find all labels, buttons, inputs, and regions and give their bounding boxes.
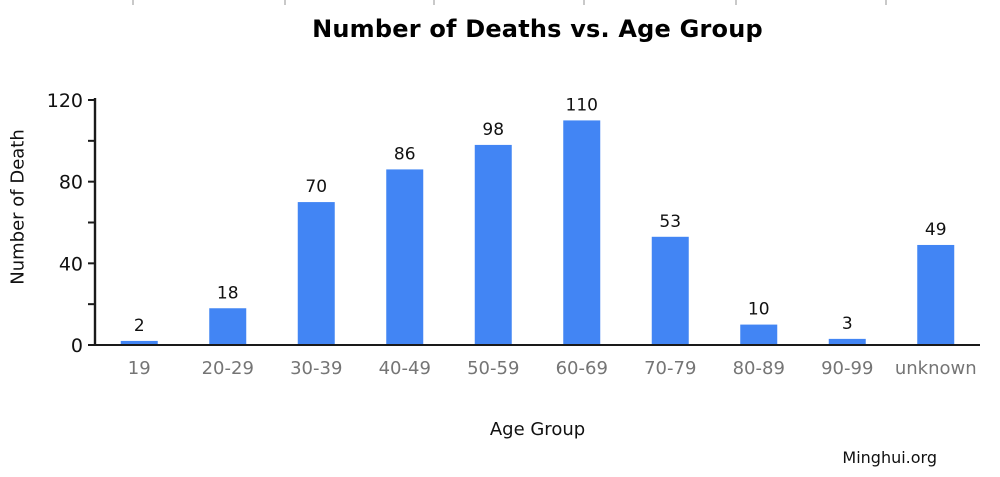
x-category-label: 30-39 [290, 358, 342, 379]
bar [651, 236, 689, 345]
bar-value-label: 18 [217, 283, 239, 303]
bar [209, 308, 247, 345]
bar [917, 244, 955, 345]
bar-value-label: 110 [566, 95, 598, 115]
x-category-label: 50-59 [467, 358, 519, 379]
y-tick-label: 80 [59, 172, 83, 194]
x-category-label: unknown [895, 358, 977, 379]
x-category-label: 20-29 [202, 358, 254, 379]
x-category-label: 70-79 [644, 358, 696, 379]
x-category-label: 19 [128, 358, 151, 379]
ruler-tick [735, 0, 737, 5]
ruler-tick [885, 0, 887, 5]
bar [386, 169, 424, 345]
bar-value-label: 98 [482, 120, 504, 140]
y-tick-label: 120 [47, 90, 83, 112]
ruler-tick [132, 0, 134, 5]
bar-value-label: 53 [659, 212, 681, 232]
chart-title: Number of Deaths vs. Age Group [312, 15, 763, 43]
x-category-label: 60-69 [556, 358, 608, 379]
ruler-tick [433, 0, 435, 5]
x-axis-title: Age Group [489, 419, 586, 440]
bar-value-label: 70 [305, 177, 327, 197]
bar-value-label: 86 [394, 144, 416, 164]
x-category-label: 90-99 [821, 358, 873, 379]
bar [297, 202, 335, 345]
brand-credit: Minghui.org [842, 448, 937, 467]
bar-value-label: 3 [842, 314, 853, 334]
bar [563, 120, 601, 346]
bar-value-label: 10 [748, 300, 770, 320]
bar [828, 338, 866, 345]
bar [740, 324, 778, 345]
bar-value-label: 49 [925, 220, 947, 240]
y-tick-label: 40 [59, 253, 83, 275]
bar-value-label: 2 [134, 316, 145, 336]
y-tick-label: 0 [71, 335, 83, 357]
x-category-label: 40-49 [379, 358, 431, 379]
ruler-tick [284, 0, 286, 5]
bar [120, 340, 158, 345]
ruler-tick [583, 0, 585, 5]
bar [474, 144, 512, 345]
x-category-label: 80-89 [733, 358, 785, 379]
